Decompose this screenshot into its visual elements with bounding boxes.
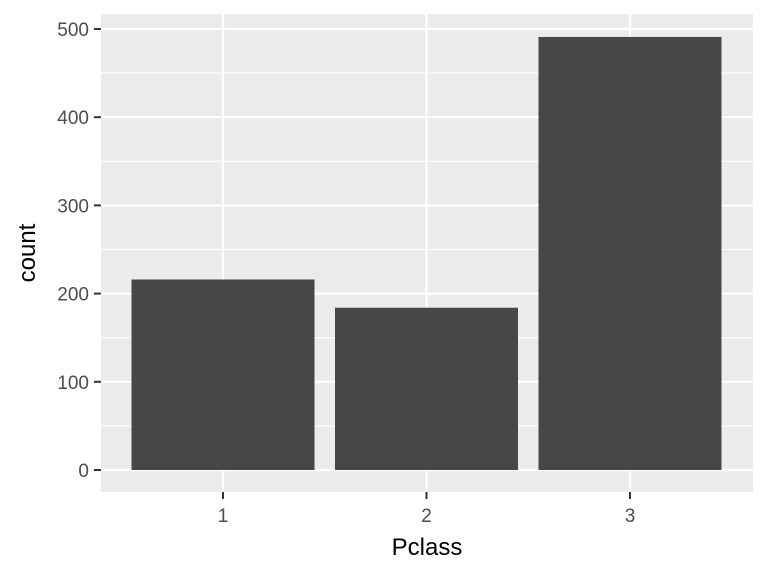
bars — [131, 36, 722, 471]
x-axis: 1 2 3 — [218, 492, 636, 527]
y-tick-label: 100 — [57, 373, 89, 394]
y-axis-title: count — [14, 223, 41, 282]
bar-pclass-3 — [538, 36, 722, 471]
bar-pclass-2 — [335, 307, 518, 470]
x-tick-label: 1 — [218, 506, 229, 527]
y-tick-label: 300 — [57, 196, 89, 217]
bar-pclass-1 — [131, 279, 315, 470]
y-tick-label: 200 — [57, 285, 89, 306]
y-tick-label: 0 — [78, 461, 89, 482]
x-axis-title: Pclass — [392, 534, 463, 561]
x-tick-label: 2 — [421, 506, 432, 527]
y-tick-label: 500 — [57, 20, 89, 41]
y-tick-label: 400 — [57, 108, 89, 129]
y-axis: 0 100 200 300 400 500 — [57, 20, 101, 482]
x-tick-label: 3 — [625, 506, 636, 527]
